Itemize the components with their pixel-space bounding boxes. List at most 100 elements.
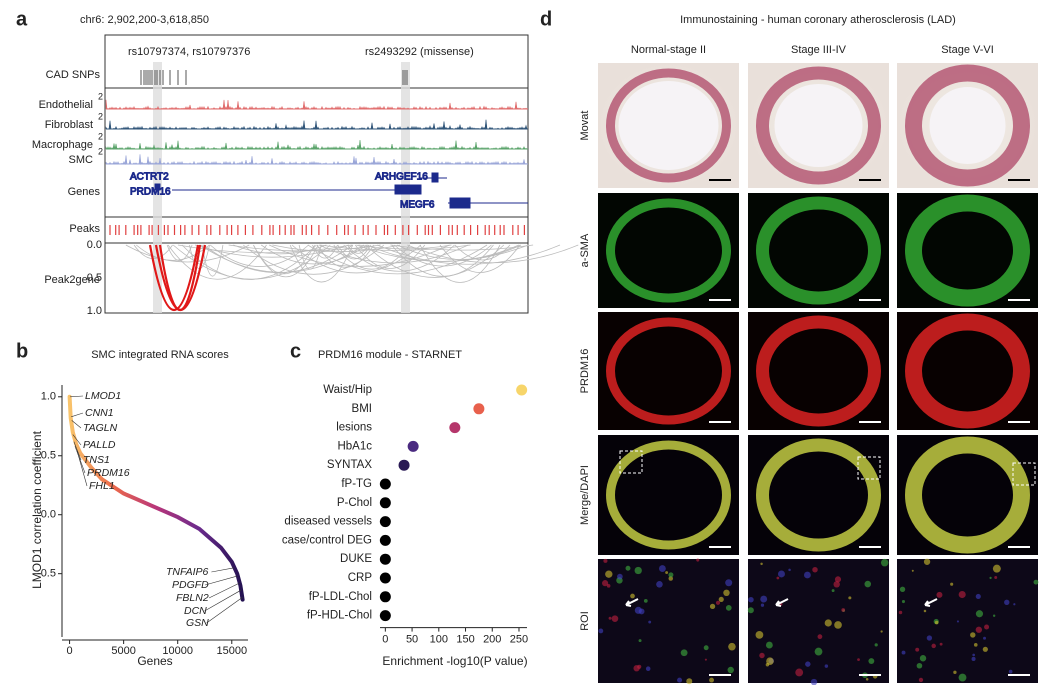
arc	[419, 244, 501, 283]
track-label: Genes	[68, 186, 101, 198]
x-tick-label: 250	[510, 634, 528, 646]
arc	[242, 244, 385, 275]
cells	[630, 593, 635, 599]
gene	[449, 197, 471, 209]
cells	[814, 647, 823, 656]
annotation: GSN	[186, 617, 209, 629]
vessel-wall	[905, 313, 1030, 429]
track-label: Macrophage	[32, 139, 93, 151]
gene-label: PRDM16	[130, 187, 171, 198]
cells	[606, 584, 611, 588]
cells	[936, 591, 943, 598]
cells	[833, 581, 840, 588]
y-tick-label: -0.5	[37, 568, 56, 580]
cells	[874, 643, 878, 647]
category-label: fP-LDL-Chol	[309, 591, 372, 603]
cells	[1004, 599, 1010, 605]
y-axis-label: LMOD1 correlation coefficient	[30, 430, 44, 589]
cells	[931, 643, 936, 649]
point	[379, 497, 391, 509]
micrograph	[748, 435, 889, 555]
cells	[934, 620, 939, 625]
cells	[994, 576, 998, 580]
roi-box	[1012, 462, 1036, 486]
cells	[950, 582, 954, 586]
x-tick-label: 15000	[216, 645, 247, 657]
y-tick-label: 0.0	[41, 509, 56, 521]
cells	[916, 662, 923, 669]
row-label: Movat	[579, 111, 591, 141]
point	[379, 534, 391, 546]
cells	[817, 634, 823, 640]
annotation: TAGLN	[83, 422, 118, 434]
arc	[454, 244, 511, 261]
lumen	[929, 87, 1006, 164]
cells	[983, 636, 986, 640]
arc	[407, 244, 579, 264]
cells	[812, 566, 818, 573]
cells	[899, 586, 906, 592]
annotation-pointer	[71, 420, 82, 429]
axis-label: 1.0	[87, 305, 102, 317]
arc	[366, 244, 520, 262]
gene	[154, 183, 161, 191]
genes: ACTRT2 PRDM16 ARHGEF16 MEGF6	[130, 171, 528, 211]
image-grid: Normal-stage II Stage III-IV Stage V-VI Mov…	[579, 44, 1039, 685]
cells	[1013, 603, 1016, 606]
cells	[926, 635, 933, 641]
cells	[709, 603, 716, 610]
snp-label: rs10797374, rs10797376	[128, 46, 250, 58]
vessel-wall	[756, 315, 881, 427]
cells	[972, 653, 976, 657]
cells	[1008, 669, 1013, 674]
annotation: FHL1	[89, 480, 115, 492]
arc	[291, 244, 422, 274]
annotation-pointer	[204, 575, 238, 586]
snp-label: rs2493292 (missense)	[365, 46, 474, 58]
track-scale: 2	[98, 91, 103, 101]
track-scale: 2	[98, 146, 103, 156]
cells	[645, 666, 651, 671]
category-label: diseased vessels	[284, 516, 372, 528]
annotation-pointer	[72, 434, 82, 446]
panel-label: a	[16, 8, 28, 30]
region: chr6: 2,902,200-3,618,850	[80, 14, 209, 26]
cells	[725, 579, 733, 587]
arc-strong	[148, 244, 200, 312]
micrograph	[598, 435, 739, 555]
arc	[166, 244, 193, 262]
x-tick-label: 0	[382, 634, 388, 646]
cells	[728, 642, 736, 651]
browser-frame	[104, 34, 529, 314]
axis-label: 0.5	[87, 272, 102, 284]
cells	[776, 576, 780, 580]
row-label: a-SMA	[579, 233, 591, 267]
roi-box	[857, 456, 881, 480]
cells	[727, 666, 734, 674]
peak2gene-arcs	[125, 244, 579, 312]
cells	[824, 619, 832, 627]
cells	[759, 652, 765, 659]
gene-label: ACTRT2	[130, 172, 169, 183]
arc	[312, 244, 338, 259]
track-label: Endothelial	[39, 99, 93, 111]
arc-strong	[158, 244, 202, 312]
point	[379, 553, 391, 565]
row-label: Merge/DAPI	[579, 465, 591, 525]
annotation: PDGFD	[172, 579, 209, 591]
arc	[167, 244, 267, 280]
cells	[824, 664, 829, 668]
arc	[343, 244, 455, 272]
category-label: DUKE	[340, 553, 372, 565]
cells	[603, 558, 608, 563]
annotation-pointer	[208, 582, 240, 599]
track-signal	[105, 154, 529, 166]
cells	[765, 641, 773, 649]
cells	[898, 610, 903, 615]
arrow	[775, 598, 789, 607]
cells	[723, 589, 730, 597]
cells	[658, 565, 666, 572]
cells	[915, 647, 920, 652]
